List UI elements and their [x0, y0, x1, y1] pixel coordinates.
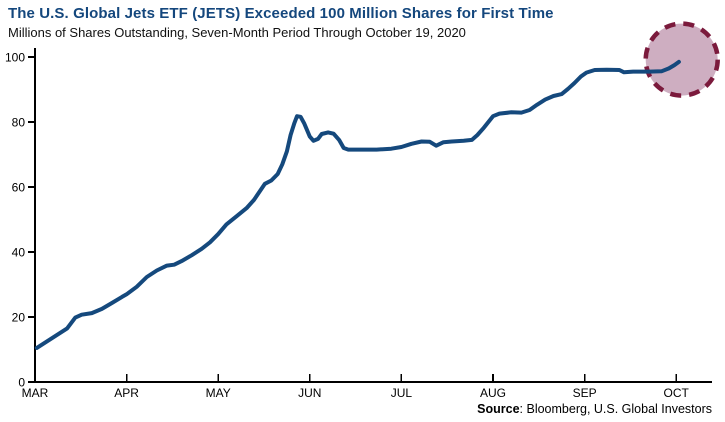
y-axis-tick-label: 20	[12, 311, 26, 325]
y-axis-tick-label: 80	[12, 116, 26, 130]
x-axis-month-label: MAR	[22, 386, 49, 400]
x-axis-month-label: MAY	[206, 386, 231, 400]
x-axis-month-label: SEP	[573, 386, 597, 400]
chart-header: The U.S. Global Jets ETF (JETS) Exceeded…	[8, 5, 717, 40]
shares-outstanding-series-line	[34, 59, 681, 350]
chart-title: The U.S. Global Jets ETF (JETS) Exceeded…	[8, 5, 554, 22]
source-credit: Source: Bloomberg, U.S. Global Investors	[477, 402, 712, 416]
x-axis-month-label: JUN	[298, 386, 321, 400]
source-label: Source	[477, 402, 520, 416]
y-axis-tick-label: 0	[18, 376, 25, 390]
source-text: : Bloomberg, U.S. Global Investors	[519, 402, 712, 416]
y-axis-tick-label: 100	[5, 51, 25, 65]
x-axis-month-label: JUL	[391, 386, 413, 400]
x-axis-month-label: OCT	[664, 386, 690, 400]
y-axis-tick-label: 60	[12, 181, 26, 195]
x-axis-month-label: AUG	[480, 386, 506, 400]
x-axis-month-label: APR	[114, 386, 139, 400]
chart-subtitle: Millions of Shares Outstanding, Seven-Mo…	[8, 25, 466, 40]
y-axis-tick-label: 40	[12, 246, 26, 260]
highlight-circle-annotation	[643, 21, 720, 98]
